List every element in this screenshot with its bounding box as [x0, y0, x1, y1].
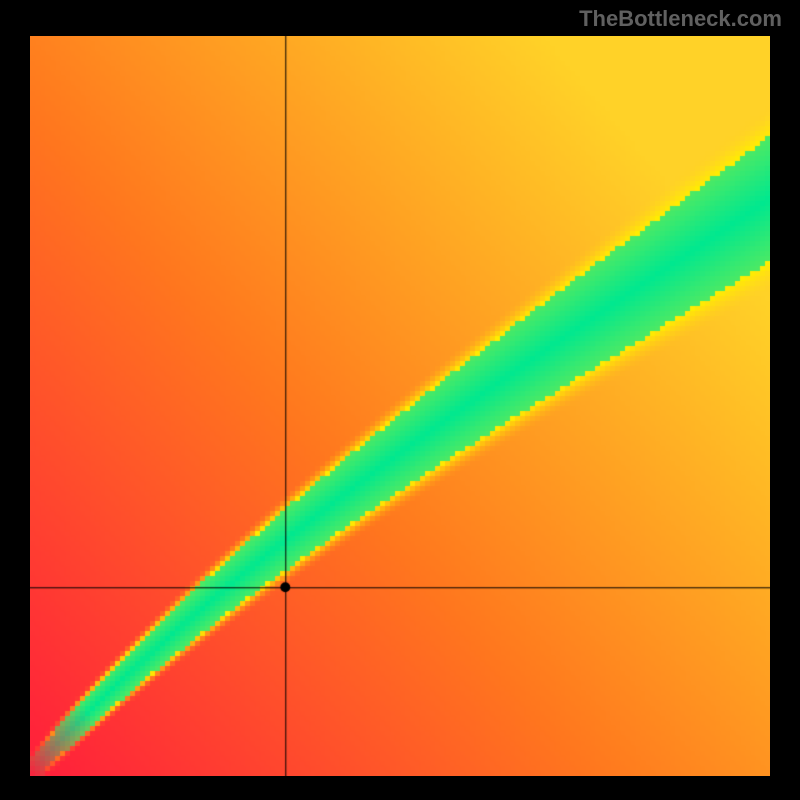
bottleneck-heatmap [30, 36, 770, 776]
chart-container: TheBottleneck.com [0, 0, 800, 800]
watermark-text: TheBottleneck.com [579, 6, 782, 32]
